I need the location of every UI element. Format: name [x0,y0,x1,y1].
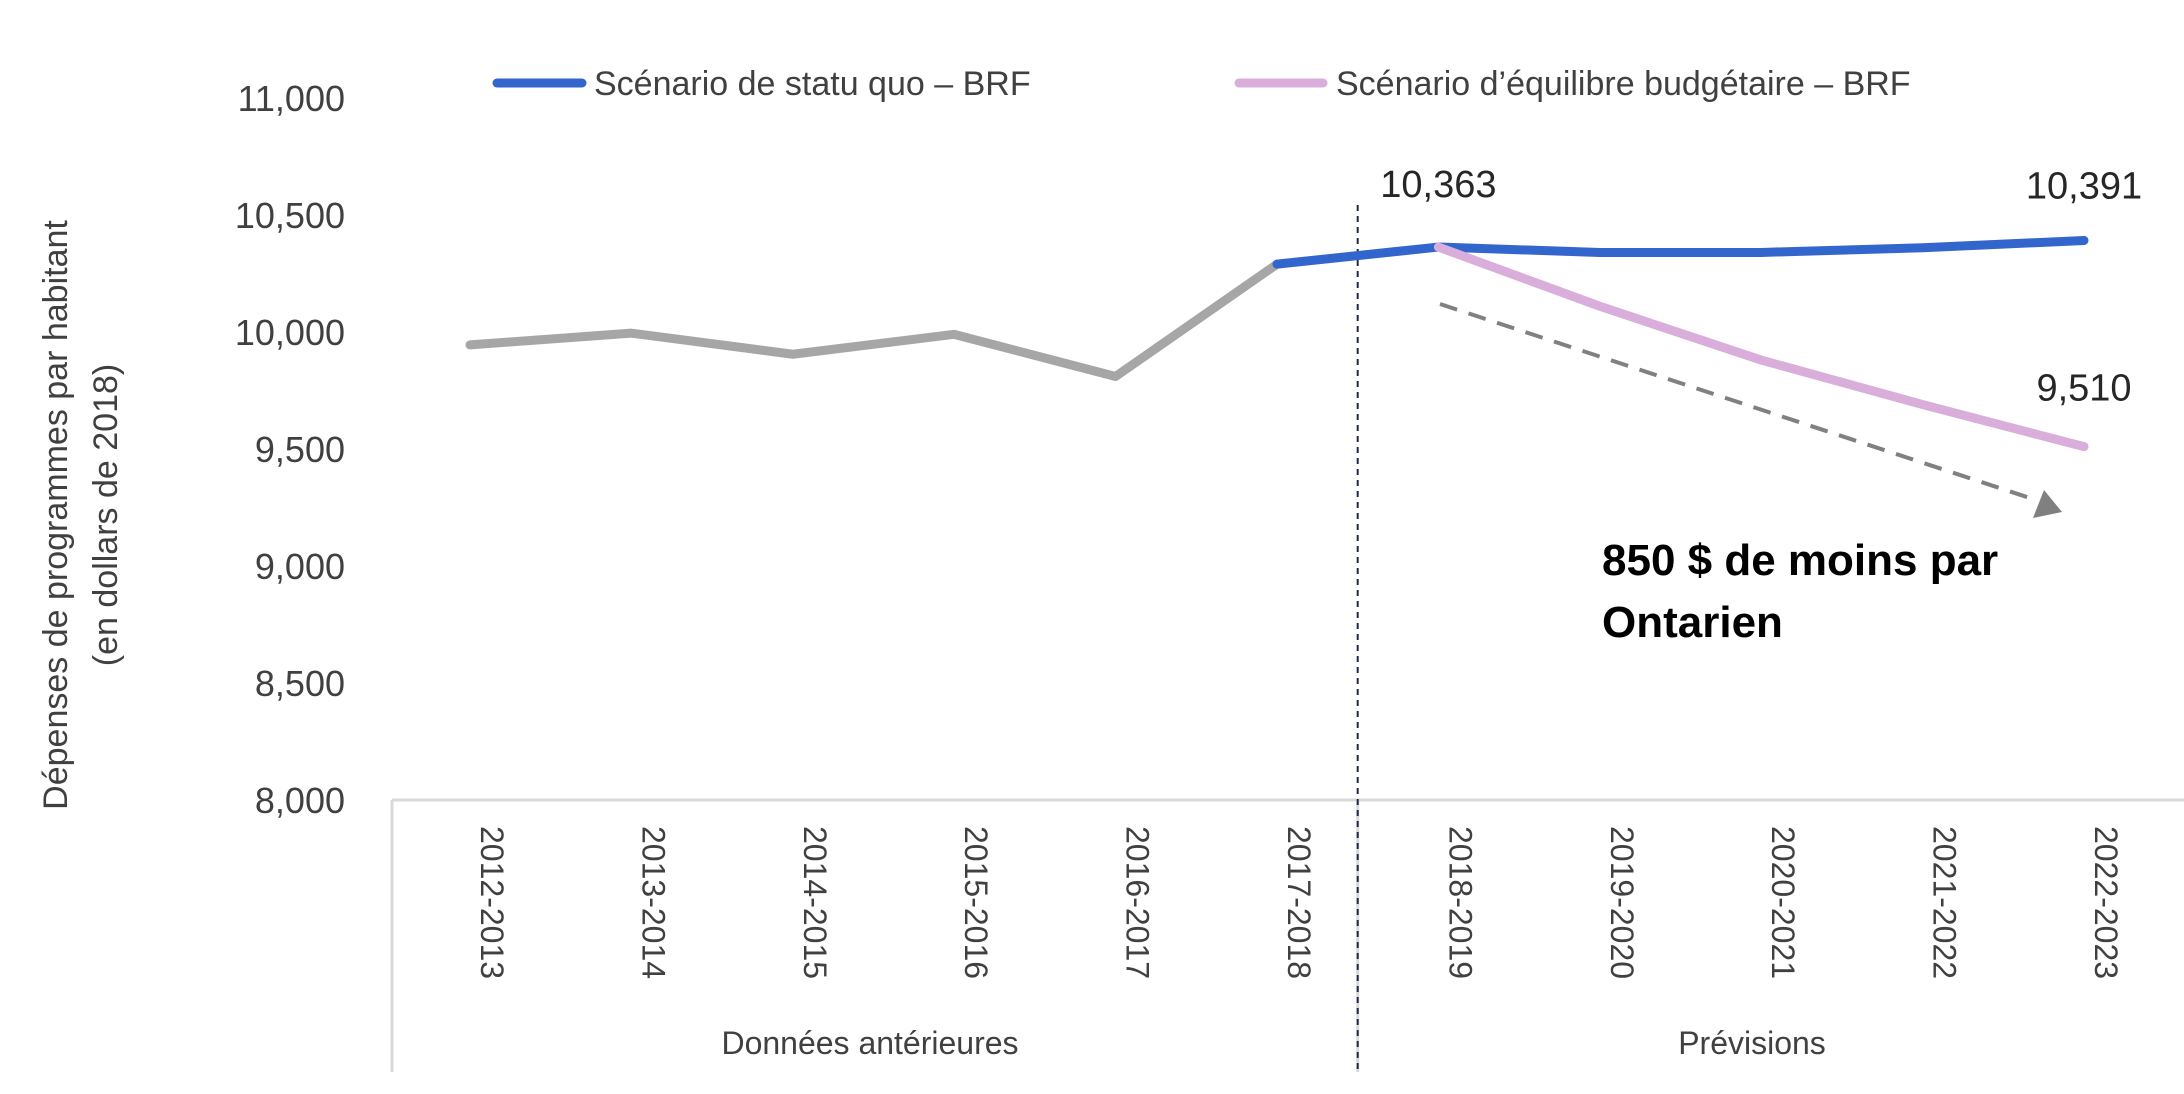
x-tick-label: 2019-2020 [1604,826,1640,979]
data-label: 9,510 [2036,368,2131,410]
y-axis-title: Dépenses de programmes par habitant (en … [37,220,125,810]
x-group-label: Données antérieures [721,1025,1018,1061]
y-tick-label: 8,000 [255,780,345,821]
series-line-status_quo [1272,236,2089,269]
annotation-line-2: Ontarien [1602,598,1783,647]
x-group-label: Prévisions [1678,1025,1826,1061]
series-line-balanced [1433,242,2089,452]
x-tick-label: 2012-2013 [474,826,510,979]
annotation-line-1: 850 $ de moins par [1602,536,1998,585]
annotation-arrowhead [2033,490,2062,518]
series-line-historical [465,259,1282,381]
y-tick-label: 10,500 [235,195,345,236]
data-label: 10,391 [2026,166,2142,208]
x-tick-label: 2013-2014 [635,826,671,979]
legend-label-status-quo: Scénario de statu quo – BRF [594,65,1031,103]
y-tick-label: 9,500 [255,429,345,470]
y-axis-title-line-1: Dépenses de programmes par habitant [37,220,75,810]
legend-item-status-quo: Scénario de statu quo – BRF [492,65,1031,103]
x-tick-label: 2016-2017 [1120,826,1156,979]
y-tick-label: 8,500 [255,663,345,704]
legend: Scénario de statu quo – BRF Scénario d’é… [492,65,1911,103]
x-tick-label: 2020-2021 [1765,826,1801,979]
data-label: 10,363 [1380,164,1496,206]
y-tick-label: 11,000 [238,78,345,119]
y-tick-label: 10,000 [235,312,345,353]
legend-label-balanced: Scénario d’équilibre budgétaire – BRF [1336,65,1911,103]
x-tick-label: 2014-2015 [797,826,833,979]
x-tick-label: 2022-2023 [2088,826,2124,979]
x-tick-label: 2021-2022 [1927,826,1963,979]
x-tick-label: 2017-2018 [1281,826,1317,979]
y-axis-title-line-2: (en dollars de 2018) [87,364,125,666]
legend-item-balanced: Scénario d’équilibre budgétaire – BRF [1234,65,1911,103]
annotation-arrow-line [1439,302,2037,502]
x-tick-label: 2015-2016 [958,826,994,979]
x-tick-label: 2018-2019 [1442,826,1478,979]
annotation: 850 $ de moins par Ontarien [1602,536,1998,647]
y-tick-label: 9,000 [255,546,345,587]
